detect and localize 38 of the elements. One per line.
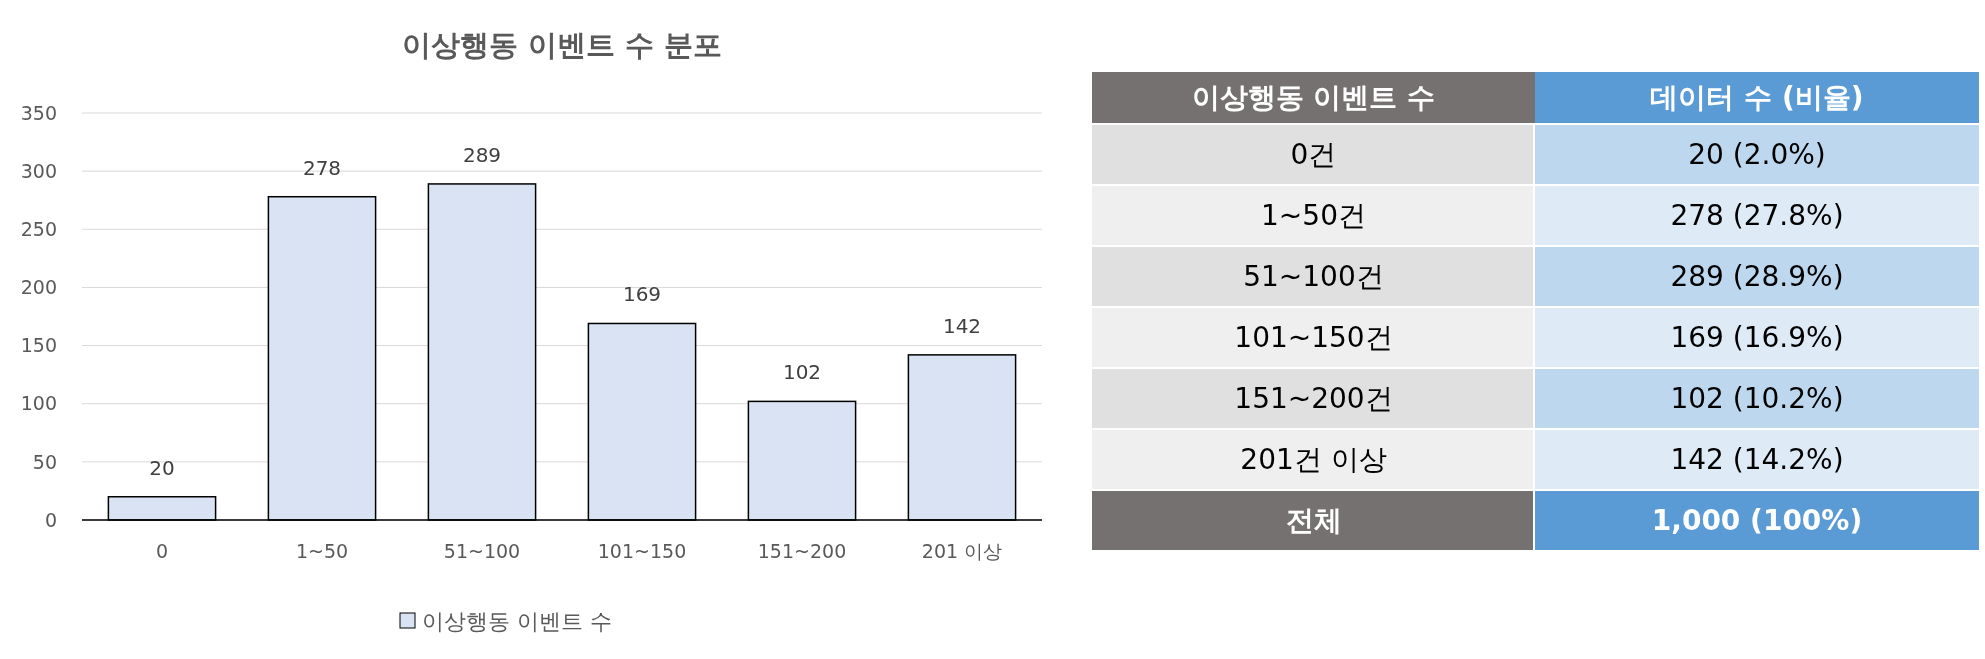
x-tick-label: 201 이상 — [921, 540, 1003, 562]
x-tick-label: 151~200 — [757, 540, 847, 562]
y-tick-label: 250 — [20, 217, 57, 240]
text: 1,000 (100%) — [1651, 504, 1863, 538]
data-label: 289 — [462, 142, 502, 167]
x-tick-label: 1~50 — [295, 540, 349, 562]
y-tick-label: 100 — [20, 392, 57, 415]
y-tick-label: 50 — [32, 450, 57, 473]
data-label: 169 — [622, 282, 662, 307]
x-tick-label: 101~150 — [597, 540, 687, 562]
category-label: 0건 — [1290, 138, 1337, 172]
y-tick-label: 0 — [44, 508, 57, 531]
text: 102 (10.2%) — [1670, 382, 1844, 416]
category-label: 101~150건 — [1234, 321, 1393, 355]
y-tick-label: 350 — [20, 101, 57, 124]
text: 데이터 수 (비율) — [1650, 81, 1864, 115]
text: 278 (27.8%) — [1670, 199, 1844, 233]
chart-title: 이상행동 이벤트 수 분포 — [401, 28, 723, 62]
y-tick-label: 200 — [20, 276, 57, 299]
category-label: 151~200건 — [1234, 382, 1393, 416]
text: 142 (14.2%) — [1670, 443, 1844, 477]
text: 169 (16.9%) — [1670, 321, 1844, 355]
category-label: 51~100건 — [1243, 260, 1384, 294]
y-tick-label: 300 — [20, 159, 57, 182]
data-label: 102 — [782, 360, 822, 385]
x-tick-label: 0 — [155, 540, 169, 562]
text: 289 (28.9%) — [1670, 260, 1844, 294]
data-label: 20 — [149, 455, 175, 480]
legend-label: 이상행동 이벤트 수 — [422, 608, 612, 634]
category-label: 전체 — [1285, 504, 1342, 538]
text: 이상행동 이벤트 수 — [1191, 81, 1436, 115]
x-tick-label: 51~100 — [443, 540, 521, 562]
category-label: 201건 이상 — [1240, 443, 1387, 477]
data-label: 278 — [302, 155, 342, 180]
y-tick-label: 150 — [20, 334, 57, 357]
text: 20 (2.0%) — [1688, 138, 1826, 172]
data-label: 142 — [942, 313, 982, 338]
category-label: 1~50건 — [1261, 199, 1366, 233]
